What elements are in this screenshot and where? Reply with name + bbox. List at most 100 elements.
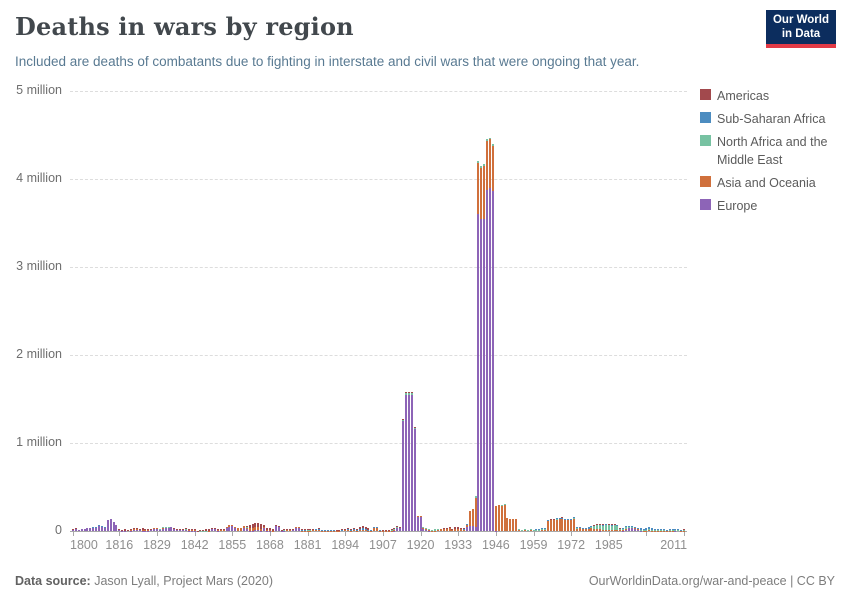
bar-segment-north_africa_me[interactable]: [593, 525, 596, 530]
bar-segment-asia_oceania[interactable]: [187, 529, 190, 531]
bar-segment-subsaharan_africa[interactable]: [654, 528, 657, 530]
bar-segment-asia_oceania[interactable]: [454, 529, 457, 531]
bar-segment-asia_oceania[interactable]: [506, 517, 509, 531]
bar-segment-subsaharan_africa[interactable]: [98, 525, 101, 527]
bar-segment-asia_oceania[interactable]: [544, 529, 547, 531]
bar-segment-europe[interactable]: [648, 530, 651, 531]
bar-segment-europe[interactable]: [468, 526, 471, 531]
bar-segment-americas[interactable]: [350, 528, 353, 530]
bar-segment-europe[interactable]: [80, 529, 83, 531]
bar-segment-subsaharan_africa[interactable]: [465, 524, 468, 526]
bar-segment-subsaharan_africa[interactable]: [555, 517, 558, 519]
bar-segment-north_africa_me[interactable]: [480, 165, 483, 168]
bar-segment-north_africa_me[interactable]: [625, 527, 628, 529]
bar-segment-asia_oceania[interactable]: [150, 529, 153, 531]
bar-segment-north_africa_me[interactable]: [604, 524, 607, 530]
bar-segment-north_africa_me[interactable]: [309, 529, 312, 531]
bar-segment-americas[interactable]: [358, 526, 361, 529]
bar-segment-asia_oceania[interactable]: [237, 528, 240, 531]
bar-segment-asia_oceania[interactable]: [610, 530, 613, 531]
bar-segment-europe[interactable]: [242, 527, 245, 531]
bar-segment-north_africa_me[interactable]: [434, 529, 437, 531]
bar-segment-subsaharan_africa[interactable]: [645, 528, 648, 531]
bar-segment-asia_oceania[interactable]: [225, 527, 228, 529]
bar-segment-americas[interactable]: [361, 526, 364, 529]
bar-segment-asia_oceania[interactable]: [596, 529, 599, 531]
bar-segment-asia_oceania[interactable]: [442, 528, 445, 531]
bar-segment-americas[interactable]: [208, 529, 211, 531]
bar-segment-asia_oceania[interactable]: [604, 529, 607, 531]
bar-segment-americas[interactable]: [393, 527, 396, 530]
bar-segment-north_africa_me[interactable]: [622, 528, 625, 531]
bar-segment-subsaharan_africa[interactable]: [578, 527, 581, 529]
bar-segment-asia_oceania[interactable]: [607, 529, 610, 531]
bar-segment-americas[interactable]: [277, 525, 280, 527]
bar-segment-asia_oceania[interactable]: [512, 518, 515, 531]
bar-segment-europe[interactable]: [103, 527, 106, 531]
bar-segment-europe[interactable]: [245, 529, 248, 531]
bar-segment-north_africa_me[interactable]: [315, 529, 318, 531]
bar-segment-europe[interactable]: [625, 529, 628, 531]
bar-segment-europe[interactable]: [155, 528, 158, 531]
bar-segment-asia_oceania[interactable]: [515, 518, 518, 531]
bar-segment-asia_oceania[interactable]: [555, 519, 558, 531]
bar-segment-europe[interactable]: [231, 526, 234, 531]
bar-segment-asia_oceania[interactable]: [532, 530, 535, 531]
bar-segment-europe[interactable]: [234, 528, 237, 531]
bar-segment-asia_oceania[interactable]: [561, 518, 564, 531]
bar-segment-asia_oceania[interactable]: [141, 529, 144, 531]
bar-segment-subsaharan_africa[interactable]: [584, 527, 587, 530]
bar-segment-americas[interactable]: [271, 529, 274, 531]
bar-segment-asia_oceania[interactable]: [457, 529, 460, 531]
bar-segment-asia_oceania[interactable]: [581, 529, 584, 531]
bar-segment-americas[interactable]: [300, 528, 303, 531]
bar-segment-americas[interactable]: [138, 528, 141, 530]
bar-segment-subsaharan_africa[interactable]: [564, 518, 567, 520]
bar-segment-asia_oceania[interactable]: [153, 527, 156, 529]
bar-segment-subsaharan_africa[interactable]: [625, 526, 628, 528]
bar-segment-subsaharan_africa[interactable]: [462, 528, 465, 530]
bar-segment-europe[interactable]: [352, 530, 355, 531]
bar-segment-americas[interactable]: [347, 528, 350, 530]
bar-segment-asia_oceania[interactable]: [584, 529, 587, 531]
bar-segment-subsaharan_africa[interactable]: [364, 528, 367, 531]
bar-segment-europe[interactable]: [184, 530, 187, 531]
bar-segment-europe[interactable]: [100, 527, 103, 531]
bar-segment-asia_oceania[interactable]: [503, 504, 506, 531]
bar-segment-asia_oceania[interactable]: [570, 519, 573, 531]
bar-segment-europe[interactable]: [135, 529, 138, 531]
bar-segment-europe[interactable]: [83, 528, 86, 531]
bar-segment-europe[interactable]: [225, 528, 228, 531]
bar-segment-asia_oceania[interactable]: [263, 527, 266, 528]
bar-segment-asia_oceania[interactable]: [509, 518, 512, 531]
bar-segment-europe[interactable]: [277, 526, 280, 531]
bar-segment-subsaharan_africa[interactable]: [361, 528, 364, 530]
bar-segment-asia_oceania[interactable]: [460, 529, 463, 531]
bar-segment-europe[interactable]: [297, 527, 300, 531]
bar-segment-north_africa_me[interactable]: [318, 529, 321, 531]
bar-segment-asia_oceania[interactable]: [500, 505, 503, 531]
bar-segment-europe[interactable]: [491, 191, 494, 531]
bar-segment-north_africa_me[interactable]: [158, 529, 161, 531]
bar-segment-north_africa_me[interactable]: [657, 529, 660, 531]
bar-segment-north_africa_me[interactable]: [393, 529, 396, 531]
bar-segment-asia_oceania[interactable]: [251, 528, 254, 531]
bar-segment-americas[interactable]: [390, 529, 393, 531]
bar-segment-europe[interactable]: [486, 189, 489, 531]
bar-segment-asia_oceania[interactable]: [448, 527, 451, 531]
bar-segment-north_africa_me[interactable]: [613, 525, 616, 531]
bar-segment-americas[interactable]: [364, 526, 367, 529]
bar-segment-europe[interactable]: [153, 528, 156, 531]
bar-segment-asia_oceania[interactable]: [518, 529, 521, 531]
bar-segment-subsaharan_africa[interactable]: [613, 524, 616, 526]
bar-segment-north_africa_me[interactable]: [671, 529, 674, 531]
bar-segment-asia_oceania[interactable]: [526, 530, 529, 531]
bar-segment-americas[interactable]: [399, 527, 402, 529]
bar-segment-europe[interactable]: [138, 529, 141, 531]
bar-segment-europe[interactable]: [213, 528, 216, 531]
bar-segment-europe[interactable]: [289, 530, 292, 531]
bar-segment-north_africa_me[interactable]: [662, 529, 665, 531]
bar-segment-asia_oceania[interactable]: [613, 530, 616, 531]
bar-segment-asia_oceania[interactable]: [364, 530, 367, 531]
owid-logo[interactable]: Our World in Data: [766, 10, 836, 48]
